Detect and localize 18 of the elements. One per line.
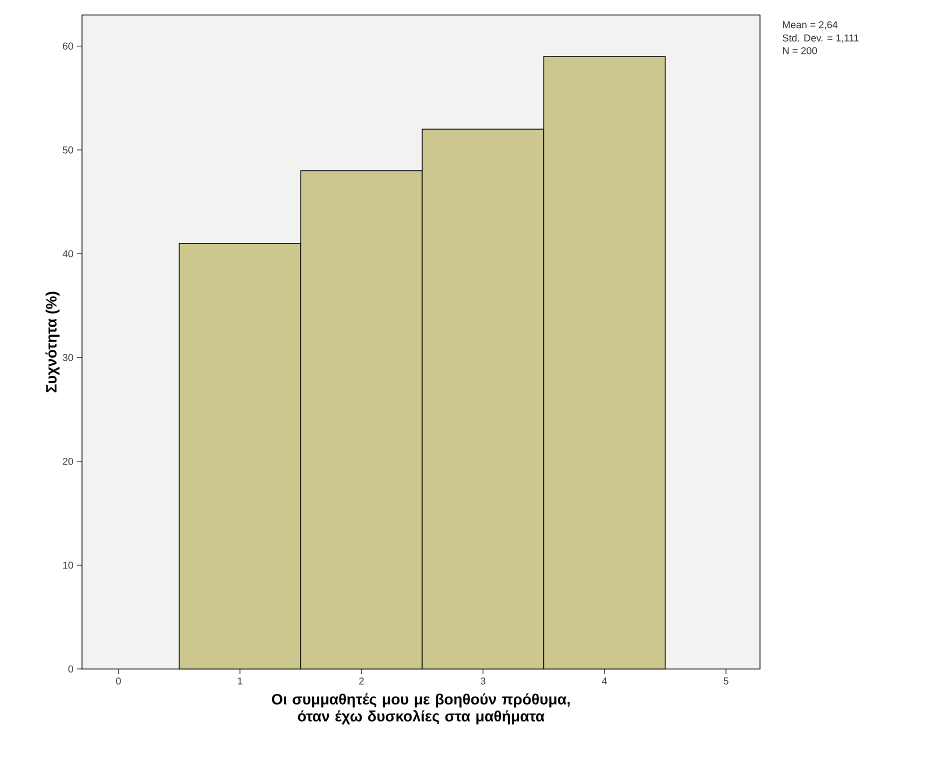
y-tick-label: 50 — [62, 146, 74, 154]
y-tick-label: 0 — [68, 665, 74, 673]
y-tick-label: 30 — [62, 354, 74, 362]
x-tick-label: 3 — [480, 678, 486, 685]
x-tick-label: 0 — [116, 678, 121, 685]
text: Mean = 2,64 — [783, 21, 838, 30]
x-tick-label: 4 — [602, 678, 607, 684]
y-tick-label: 10 — [63, 562, 74, 569]
x-tick-label: 2 — [359, 678, 364, 684]
y-tick-label: 40 — [62, 250, 74, 258]
y-tick-label: 20 — [62, 458, 74, 465]
x-tick-label: 5 — [724, 678, 728, 684]
x-axis-title: Οι συμμαθητές μου με βοηθούν πρόθυμα, όταν έχω δυσκολίες στα μαθήματα — [272, 693, 570, 724]
x-tick-label: 1 — [238, 678, 242, 684]
y-tick-label: 60 — [62, 42, 74, 50]
text: N = 200 — [783, 47, 817, 54]
text: Std. Dev. = 1,111 — [782, 34, 859, 43]
y-axis-title: Συχνότητα (%) — [45, 292, 60, 392]
